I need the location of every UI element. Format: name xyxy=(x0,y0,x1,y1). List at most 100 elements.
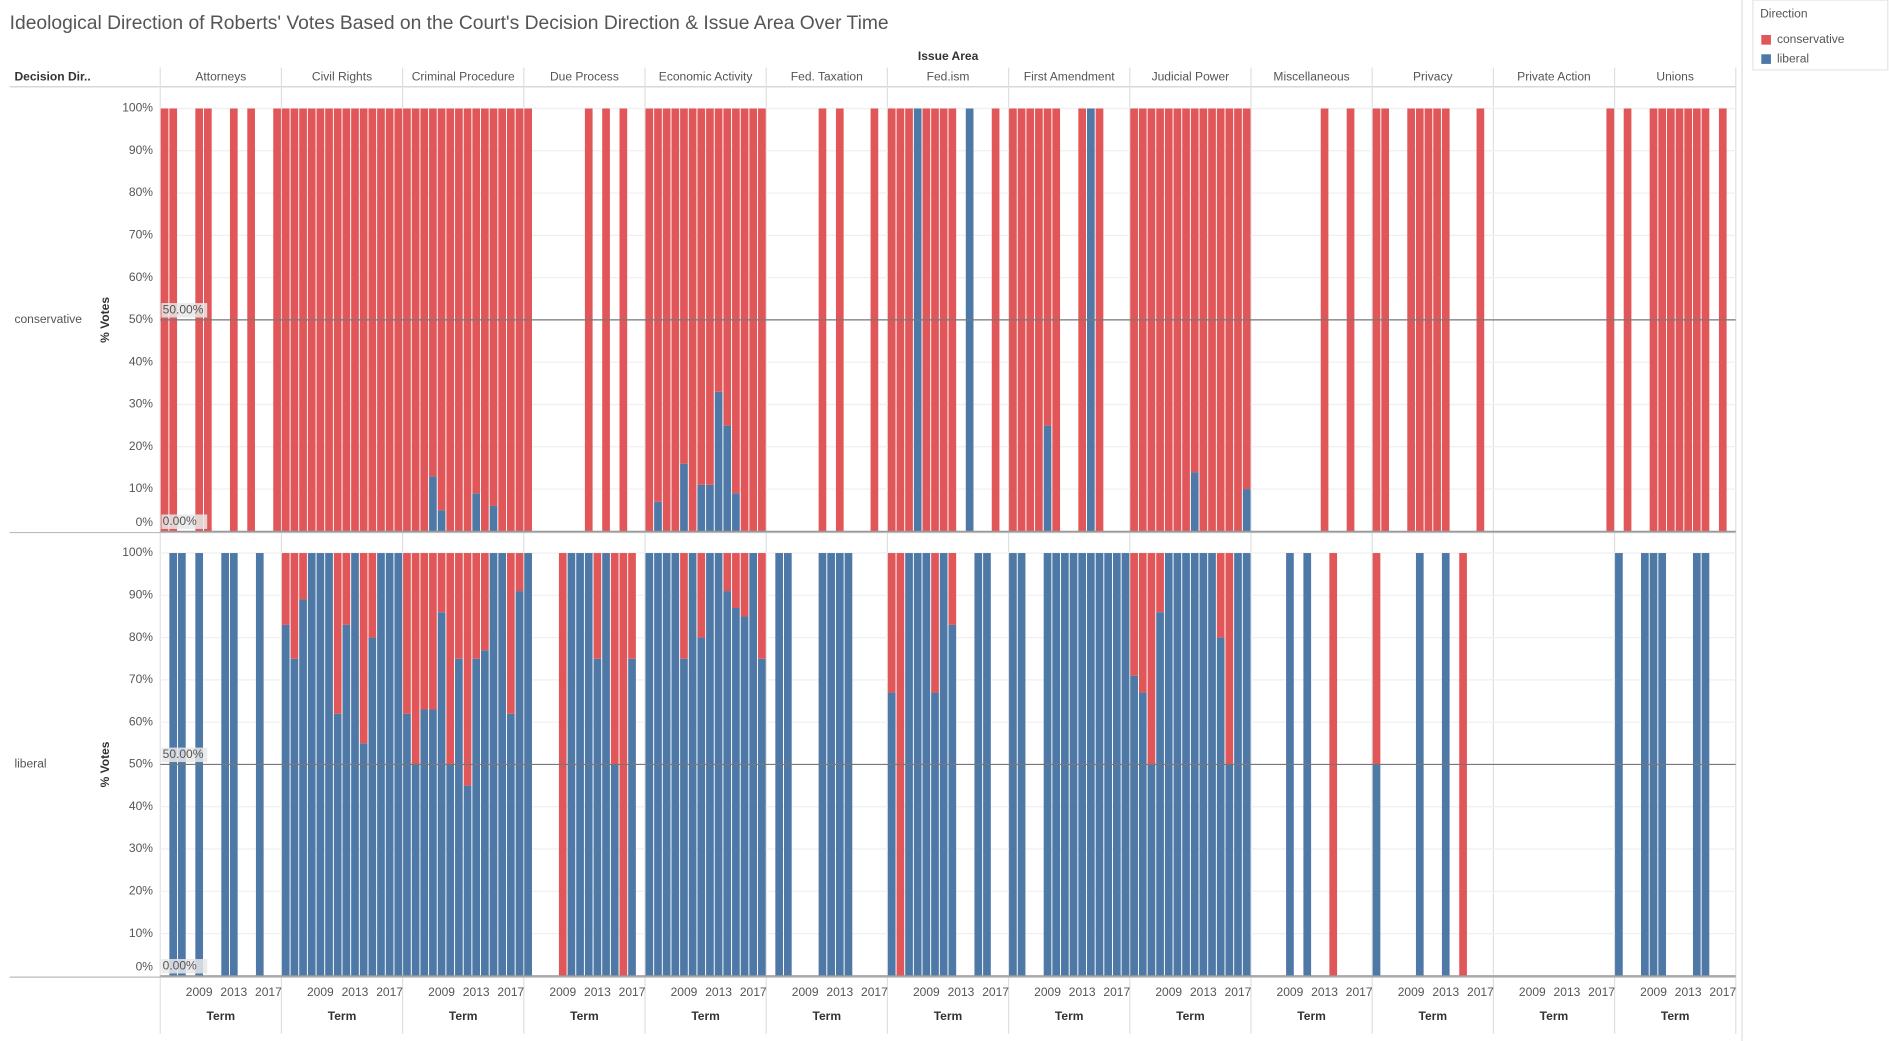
bar-segment xyxy=(697,108,706,485)
bar-segment xyxy=(1156,612,1164,976)
bar-segment xyxy=(333,553,342,714)
x-axis-label: Term xyxy=(1297,1009,1326,1023)
bar-segment xyxy=(1216,637,1225,976)
bar-segment xyxy=(593,553,602,659)
x-tick-label: 2009 xyxy=(671,985,698,999)
bar-segment xyxy=(1216,553,1225,638)
y-tick-label: 100% xyxy=(122,545,153,559)
x-tick-label: 2017 xyxy=(1467,985,1494,999)
bar-segment xyxy=(359,553,368,744)
bar-segment xyxy=(697,484,706,532)
bar-segment xyxy=(740,616,749,976)
bar-segment xyxy=(299,553,307,600)
bar-segment xyxy=(723,425,732,532)
bar-segment xyxy=(628,658,636,976)
x-tick-label: 2009 xyxy=(186,985,213,999)
column-label: Private Action xyxy=(1517,69,1591,83)
bar-segment xyxy=(403,713,411,976)
bar-segment xyxy=(732,553,740,608)
bar-segment xyxy=(290,658,299,976)
x-tick-label: 2009 xyxy=(428,985,455,999)
bar-segment xyxy=(1190,108,1199,473)
reference-label-box xyxy=(161,747,208,763)
reference-label: 0.00% xyxy=(163,514,197,528)
x-axis-label: Term xyxy=(934,1009,963,1023)
bar-segment xyxy=(472,108,481,494)
x-tick-label: 2009 xyxy=(1277,985,1304,999)
x-tick-label: 2017 xyxy=(740,985,767,999)
y-tick-label: 20% xyxy=(129,884,153,898)
bar-segment xyxy=(515,553,524,592)
bar-segment xyxy=(481,650,489,976)
y-tick-label: 40% xyxy=(129,354,153,368)
y-tick-label: 80% xyxy=(129,630,153,644)
x-axis-label: Term xyxy=(1176,1009,1205,1023)
y-tick-label: 70% xyxy=(129,228,153,242)
y-axis-label: % Votes xyxy=(98,297,112,343)
bar-segment xyxy=(472,553,481,659)
column-label: Judicial Power xyxy=(1152,69,1230,83)
bar-segment xyxy=(680,553,688,659)
bar-segment xyxy=(333,713,342,976)
bar-segment xyxy=(1147,553,1156,765)
bar-segment xyxy=(411,764,420,976)
bar-segment xyxy=(948,553,957,625)
bar-segment xyxy=(1138,692,1147,976)
x-tick-label: 2009 xyxy=(1398,985,1425,999)
bar-segment xyxy=(732,493,740,532)
x-axis-label: Term xyxy=(691,1009,720,1023)
y-tick-label: 80% xyxy=(129,185,153,199)
x-axis-label: Term xyxy=(1419,1009,1448,1023)
x-tick-label: 2017 xyxy=(1225,985,1252,999)
bar-segment xyxy=(1138,553,1147,693)
x-tick-label: 2017 xyxy=(255,985,282,999)
x-tick-label: 2009 xyxy=(307,985,334,999)
x-tick-label: 2013 xyxy=(1190,985,1217,999)
column-label: Due Process xyxy=(550,69,619,83)
bar-segment xyxy=(299,599,307,976)
legend-swatch xyxy=(1761,34,1771,45)
x-tick-label: 2013 xyxy=(948,985,975,999)
x-tick-label: 2013 xyxy=(1675,985,1702,999)
row-label: liberal xyxy=(14,757,46,771)
bar-segment xyxy=(714,391,723,532)
column-label: Attorneys xyxy=(195,69,246,83)
x-tick-label: 2009 xyxy=(792,985,819,999)
y-tick-label: 90% xyxy=(129,143,153,157)
bar-segment xyxy=(429,553,437,710)
x-tick-label: 2013 xyxy=(342,985,369,999)
column-label: Fed.ism xyxy=(927,69,970,83)
bar-segment xyxy=(1372,553,1381,765)
x-tick-label: 2009 xyxy=(1034,985,1061,999)
column-header: Issue Area xyxy=(918,49,979,63)
bar-segment xyxy=(437,612,446,976)
bar-segment xyxy=(472,493,481,532)
bar-segment xyxy=(463,553,472,786)
bar-segment xyxy=(931,692,939,976)
y-tick-label: 0% xyxy=(136,515,154,529)
bar-segment xyxy=(446,553,455,765)
bar-segment xyxy=(654,501,662,532)
y-tick-label: 50% xyxy=(129,757,153,771)
bar-segment xyxy=(706,108,714,485)
x-tick-label: 2013 xyxy=(1311,985,1338,999)
x-tick-label: 2009 xyxy=(1155,985,1182,999)
bar-segment xyxy=(714,108,723,392)
column-label: Civil Rights xyxy=(312,69,372,83)
reference-label-box xyxy=(161,959,208,974)
bar-segment xyxy=(887,692,896,976)
bar-segment xyxy=(437,108,446,511)
reference-label-box xyxy=(161,303,208,318)
y-tick-label: 20% xyxy=(129,439,153,453)
x-axis-label: Term xyxy=(1055,1009,1084,1023)
bar-segment xyxy=(1190,472,1199,532)
bar-segment xyxy=(723,591,732,976)
column-label: Fed. Taxation xyxy=(791,69,863,83)
legend-label: conservative xyxy=(1777,32,1845,46)
x-tick-label: 2009 xyxy=(1640,985,1667,999)
x-tick-label: 2013 xyxy=(1554,985,1581,999)
x-tick-label: 2017 xyxy=(619,985,646,999)
bar-segment xyxy=(1225,553,1234,765)
bar-segment xyxy=(429,476,437,532)
